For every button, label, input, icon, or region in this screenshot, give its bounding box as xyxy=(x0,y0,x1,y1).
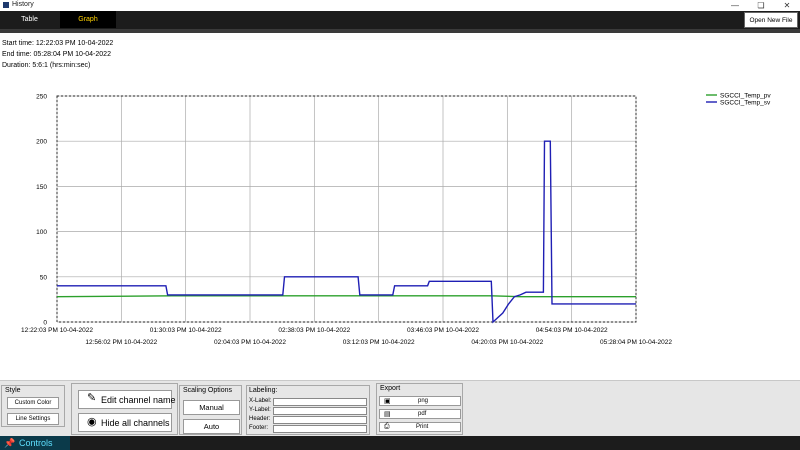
x-tick-label: 04:20:03 PM 10-04-2022 xyxy=(471,339,543,346)
image-icon: ▣ xyxy=(384,398,391,405)
print-button[interactable]: ⎙ Print xyxy=(379,422,461,432)
header-input[interactable] xyxy=(273,416,367,424)
start-time-text: Start time: 12:22:03 PM 10-04-2022 xyxy=(2,40,114,47)
series-line xyxy=(57,140,636,324)
minimize-button[interactable]: — xyxy=(731,1,739,10)
pencil-icon: ✎ xyxy=(87,392,97,404)
tab-graph[interactable]: Graph xyxy=(60,11,116,28)
controls-tab[interactable]: 📌 Controls xyxy=(0,436,70,450)
custom-color-button[interactable]: Custom Color xyxy=(7,397,59,409)
close-button[interactable]: ✕ xyxy=(783,1,791,10)
scaling-options-group: Scaling Options Manual Auto xyxy=(179,385,242,435)
y-label-text: Y-Label: xyxy=(249,407,271,413)
eye-icon: ◉ xyxy=(87,416,97,428)
x-tick-label: 04:54:03 PM 10-04-2022 xyxy=(536,327,608,334)
x-tick-label: 02:04:03 PM 10-04-2022 xyxy=(214,339,286,346)
legend-label: SGCCI_Temp_pv xyxy=(720,92,771,99)
end-time-text: End time: 05:28:04 PM 10-04-2022 xyxy=(2,51,111,58)
header-label-text: Header: xyxy=(249,416,271,422)
x-tick-label: 03:12:03 PM 10-04-2022 xyxy=(343,339,415,346)
channels-group: ✎ Edit channel name ◉ Hide all channels xyxy=(71,383,178,435)
y-tick-label: 50 xyxy=(40,274,48,281)
restore-button[interactable]: ❏ xyxy=(757,1,765,10)
x-tick-label: 01:30:03 PM 10-04-2022 xyxy=(150,327,222,334)
style-group: Style Custom Color Line Settings xyxy=(1,385,65,427)
y-tick-label: 0 xyxy=(43,320,47,327)
footer-input[interactable] xyxy=(273,425,367,433)
tab-bar: Table Graph Open New File xyxy=(0,11,800,30)
y-tick-label: 100 xyxy=(36,229,47,236)
export-png-label: png xyxy=(418,398,429,404)
status-bar: 📌 Controls xyxy=(0,436,800,450)
export-title: Export xyxy=(380,385,401,392)
pin-icon: 📌 xyxy=(4,438,16,448)
duration-text: Duration: 5:6:1 (hrs:min:sec) xyxy=(2,62,91,69)
y-tick-label: 250 xyxy=(36,94,47,101)
y-tick-label: 200 xyxy=(36,139,47,146)
labeling-title: Labeling: xyxy=(249,387,278,394)
app-icon xyxy=(3,2,9,8)
export-group: Export ▣ png ▤ pdf ⎙ Print xyxy=(376,383,463,435)
printer-icon: ⎙ xyxy=(384,423,390,430)
history-chart[interactable]: 250 200 150 100 50 012:22:03 PM 10-04-2022 12:… xyxy=(0,80,800,350)
x-tick-label: 03:46:03 PM 10-04-2022 xyxy=(407,327,479,334)
auto-scaling-button[interactable]: Auto xyxy=(183,419,240,434)
series-line xyxy=(56,295,636,298)
tab-divider xyxy=(0,29,800,33)
x-label-text: X-Label: xyxy=(249,398,272,404)
open-new-file-button[interactable]: Open New File xyxy=(744,12,798,28)
export-png-button[interactable]: ▣ png xyxy=(379,396,461,406)
x-tick-label: 05:28:04 PM 10-04-2022 xyxy=(600,339,672,346)
x-tick-label: 12:56:02 PM 10-04-2022 xyxy=(85,339,157,346)
style-group-title: Style xyxy=(5,387,21,394)
print-label: Print xyxy=(416,424,429,430)
labeling-group: Labeling: X-Label: Y-Label: Header: Foot… xyxy=(246,385,370,435)
legend-label: SGCCI_Temp_sv xyxy=(720,99,771,106)
export-pdf-button[interactable]: ▤ pdf xyxy=(379,409,461,419)
hide-channels-label: Hide all channels xyxy=(101,418,170,428)
scaling-options-title: Scaling Options xyxy=(183,387,233,394)
document-icon: ▤ xyxy=(384,411,391,418)
y-tick-label: 150 xyxy=(36,184,47,191)
edit-channel-label: Edit channel name xyxy=(101,395,176,405)
tab-table[interactable]: Table xyxy=(21,16,38,23)
title-bar: History — ❏ ✕ xyxy=(0,0,800,11)
footer-label-text: Footer: xyxy=(249,425,269,431)
x-tick-label: 02:38:03 PM 10-04-2022 xyxy=(278,327,350,334)
controls-label: Controls xyxy=(19,438,53,448)
line-settings-button[interactable]: Line Settings xyxy=(7,413,59,425)
manual-scaling-button[interactable]: Manual xyxy=(183,400,240,415)
y-label-input[interactable] xyxy=(273,407,367,415)
window-title: History xyxy=(12,1,34,8)
hide-all-channels-button[interactable]: ◉ Hide all channels xyxy=(78,413,172,432)
x-label-input[interactable] xyxy=(273,398,367,406)
x-tick-label: 12:22:03 PM 10-04-2022 xyxy=(21,327,93,334)
edit-channel-name-button[interactable]: ✎ Edit channel name xyxy=(78,390,176,409)
export-pdf-label: pdf xyxy=(418,411,427,417)
controls-panel: Style Custom Color Line Settings ✎ Edit … xyxy=(0,380,800,436)
plot-area-border xyxy=(56,95,637,323)
